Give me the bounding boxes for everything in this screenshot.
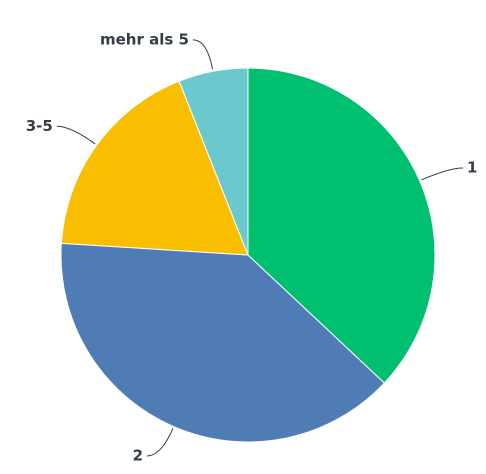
- pie-slice: [178, 67, 249, 256]
- leader-line: [192, 39, 214, 70]
- leader-line: [421, 167, 463, 181]
- slice-label: 2: [133, 446, 143, 464]
- leader-line: [146, 428, 174, 457]
- slice-label: mehr als 5: [100, 30, 189, 48]
- pie-slice: [247, 67, 436, 384]
- slice-label: 3-5: [26, 117, 53, 135]
- leader-line: [56, 125, 96, 145]
- pie-slice: [60, 80, 249, 256]
- pie-slice: [60, 242, 386, 443]
- slice-label: 1: [467, 159, 477, 177]
